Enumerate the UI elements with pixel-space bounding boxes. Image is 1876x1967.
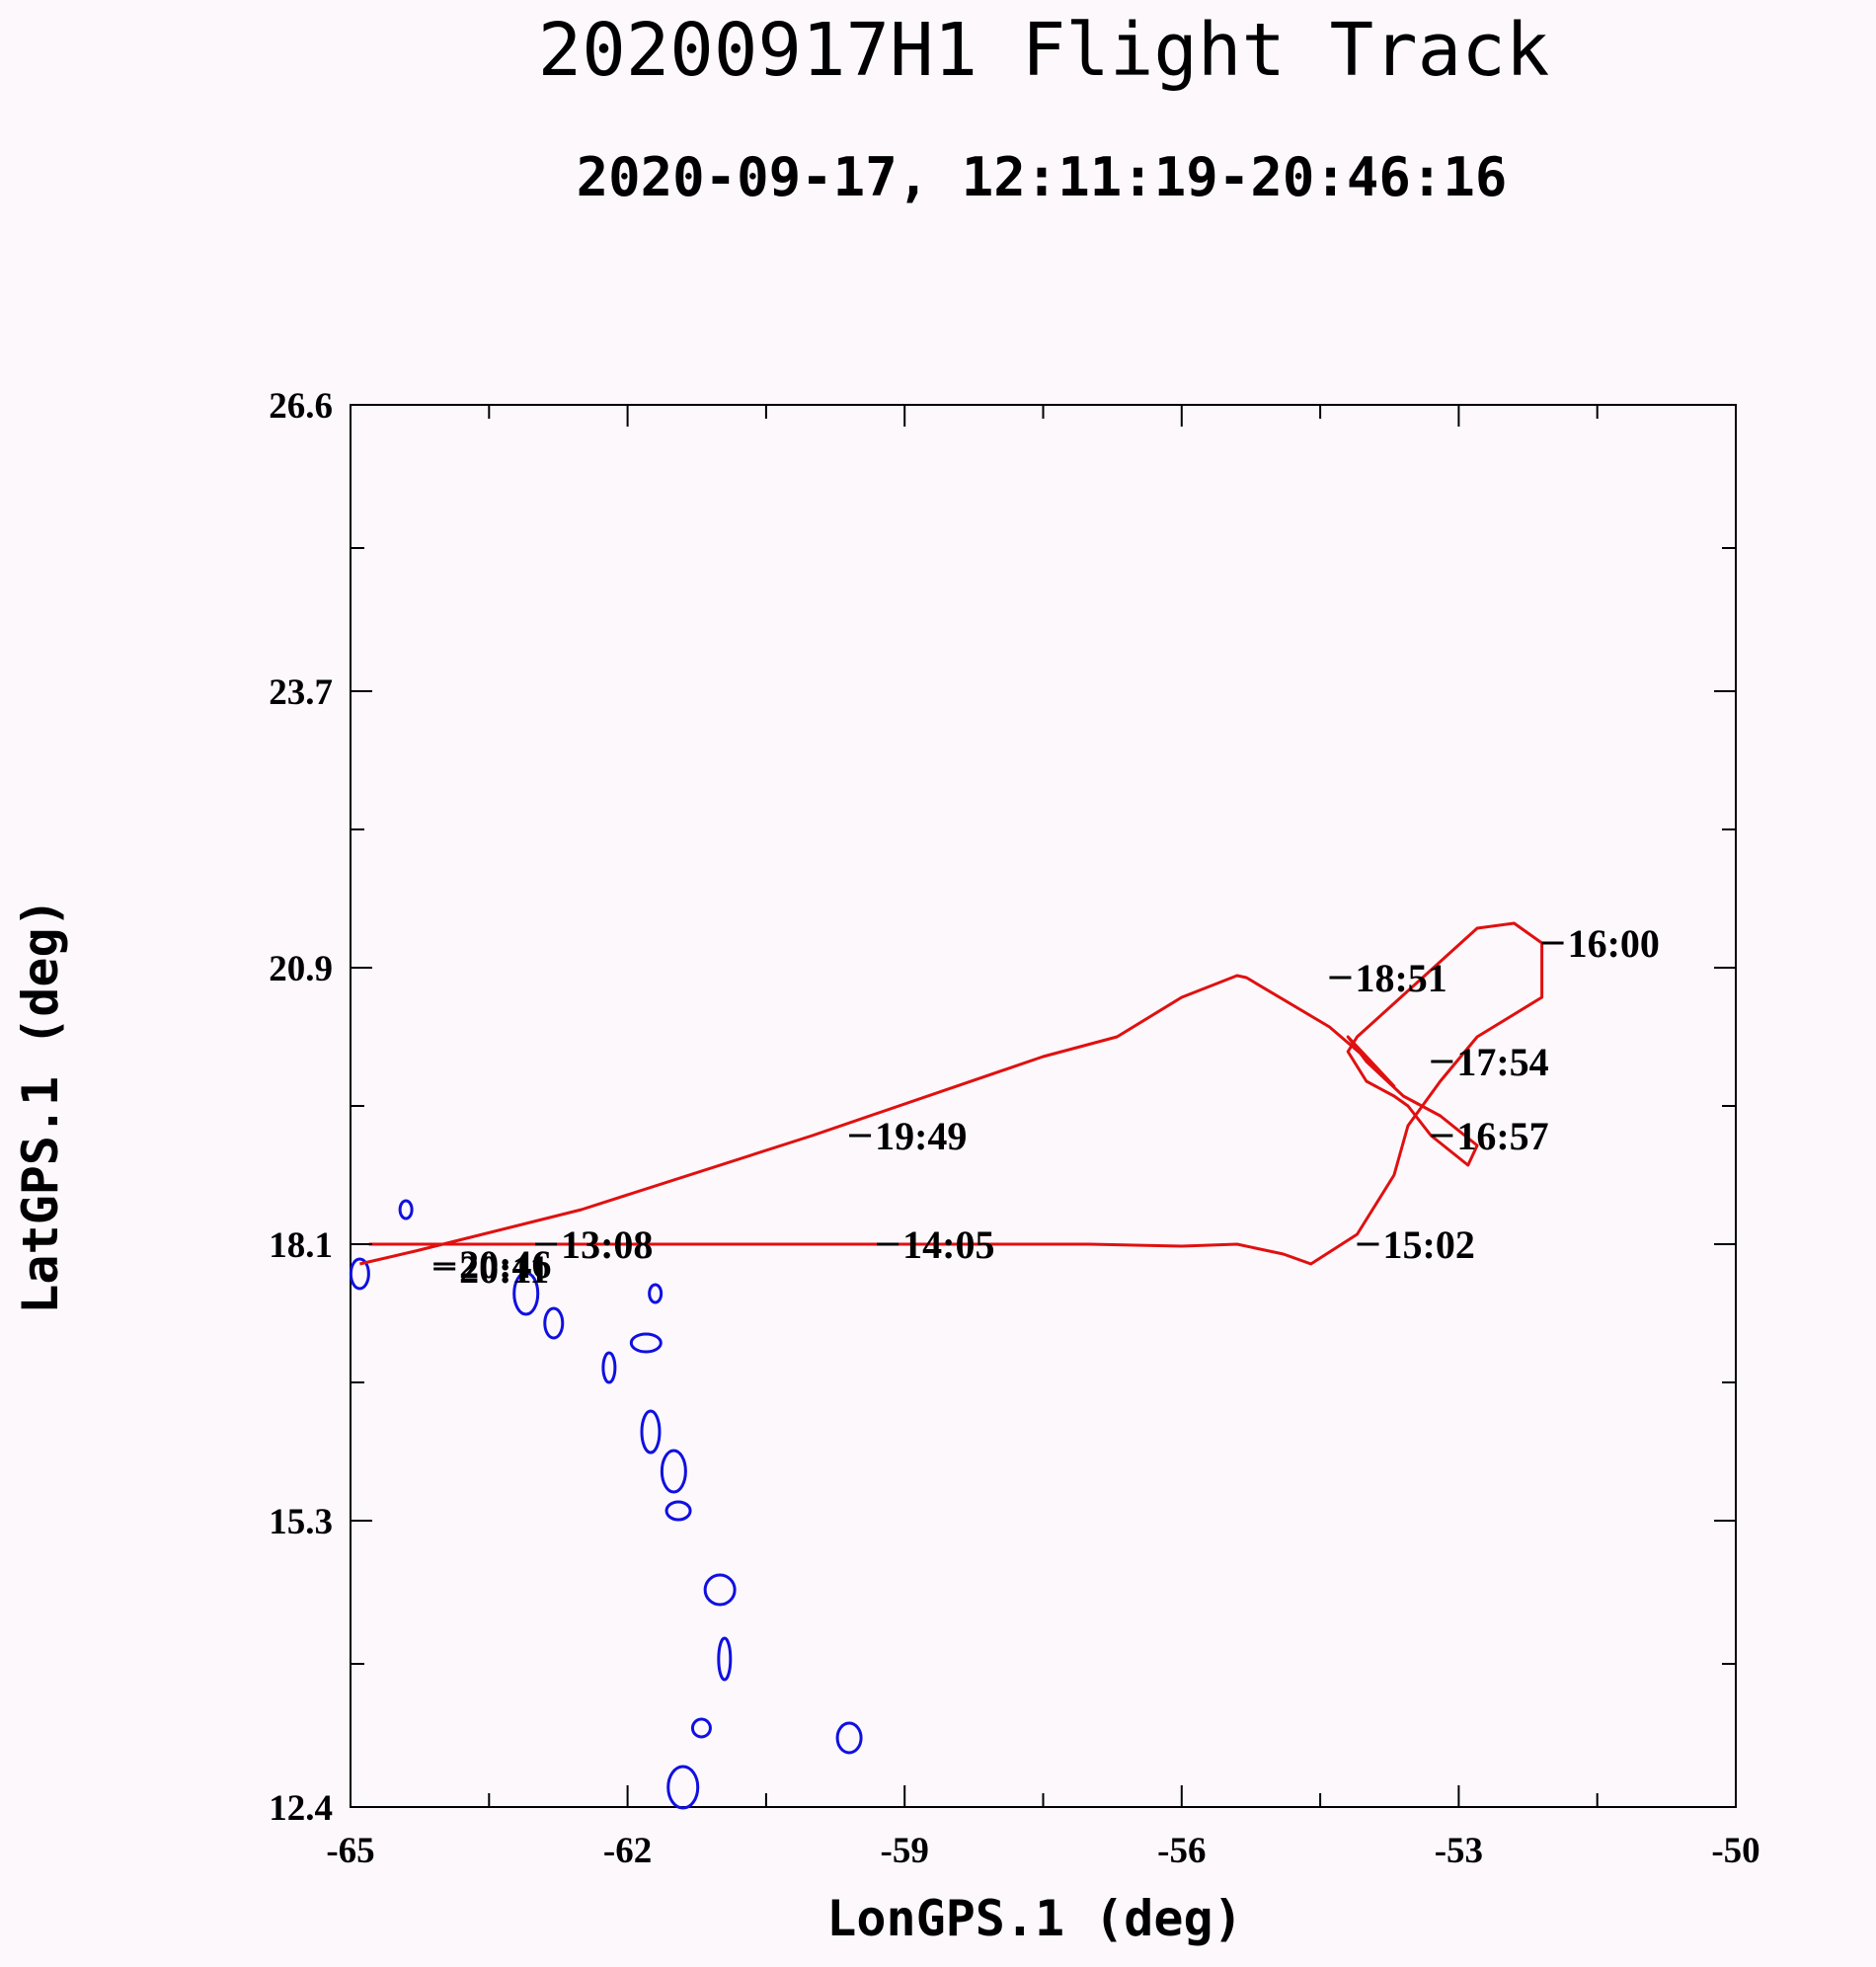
time-label: 19:49 [875,1114,967,1158]
time-label: 15:02 [1383,1222,1475,1267]
island-outline [398,1199,414,1220]
island-outline [666,1765,700,1810]
island-outline [543,1306,565,1340]
island-outline [601,1351,617,1384]
x-tick-label: -62 [603,1831,652,1871]
island-outline [660,1449,687,1494]
plot-frame [350,404,1737,1808]
island-outline [648,1283,664,1304]
x-tick-label: -59 [881,1831,929,1871]
island-outline [717,1636,733,1682]
axes: -65 -62 -59 -56 -53 -50 12.4 15.3 18.1 20.9 23.7 26… [269,386,1759,1871]
island-outline [835,1721,863,1755]
time-label: 14:05 [902,1222,994,1267]
x-tick-label: -53 [1435,1831,1483,1871]
island-outline [349,1257,370,1291]
time-label: 16:57 [1456,1114,1548,1158]
chart-title: 20200917H1 Flight Track [538,8,1550,93]
time-label: 18:51 [1355,956,1446,1000]
island-outline [629,1332,663,1354]
y-tick-label: 20.9 [269,949,333,989]
y-tick-label: 23.7 [269,672,333,713]
time-label: 20:46 [459,1242,551,1287]
island-outline [703,1573,737,1607]
x-tick-label: -50 [1711,1831,1759,1871]
coastlines [349,1199,863,1810]
time-label: 16:00 [1568,921,1660,966]
island-outline [640,1409,662,1455]
time-label: 20:11 [459,1247,549,1292]
island-outline [664,1500,692,1522]
y-tick-label: 18.1 [269,1225,333,1266]
time-label: 13:08 [561,1222,653,1267]
flight-track [359,921,1544,1266]
y-tick-label: 26.6 [269,386,333,427]
chart-subtitle: 2020-09-17, 12:11:19-20:46:16 [577,146,1508,208]
island-outline [690,1717,712,1739]
y-axis-label: LatGPS.1 (deg) [12,898,69,1313]
x-tick-label: -56 [1157,1831,1206,1871]
time-label: 17:54 [1456,1040,1548,1084]
island-outline [512,1271,540,1316]
x-axis-label: LonGPS.1 (deg) [826,1890,1242,1947]
y-tick-label: 12.4 [269,1788,333,1829]
y-tick-label: 15.3 [269,1502,333,1542]
track-line [359,921,1544,1266]
x-tick-label: -65 [326,1831,374,1871]
